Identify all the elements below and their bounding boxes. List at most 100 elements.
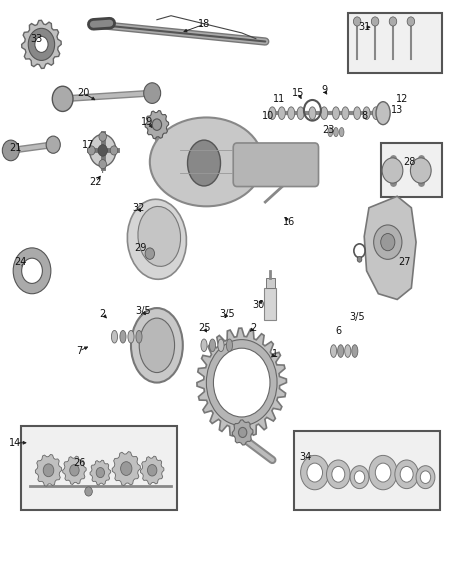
Polygon shape	[63, 456, 86, 484]
Circle shape	[206, 340, 277, 426]
Circle shape	[224, 361, 260, 404]
Circle shape	[420, 471, 431, 483]
Circle shape	[410, 158, 431, 183]
Ellipse shape	[297, 107, 304, 119]
Text: 13: 13	[391, 105, 403, 115]
Circle shape	[98, 145, 108, 156]
Ellipse shape	[120, 331, 126, 343]
Text: 20: 20	[78, 88, 90, 98]
Bar	[21, 426, 177, 510]
Circle shape	[354, 17, 361, 26]
Circle shape	[355, 471, 365, 483]
Text: 23: 23	[323, 126, 335, 135]
Text: 26: 26	[73, 458, 85, 468]
Ellipse shape	[111, 331, 118, 343]
Circle shape	[144, 83, 161, 104]
Polygon shape	[197, 328, 286, 437]
Text: 15: 15	[292, 88, 304, 98]
Circle shape	[28, 28, 55, 60]
Ellipse shape	[150, 118, 263, 206]
Ellipse shape	[218, 339, 224, 351]
Bar	[266, 278, 275, 288]
Circle shape	[96, 468, 104, 478]
Bar	[381, 143, 442, 198]
Circle shape	[374, 225, 402, 259]
Ellipse shape	[269, 107, 276, 119]
Ellipse shape	[131, 308, 183, 382]
Ellipse shape	[339, 127, 344, 137]
Text: ↑: ↑	[98, 165, 108, 176]
Ellipse shape	[363, 107, 370, 119]
Polygon shape	[36, 454, 62, 486]
Circle shape	[301, 456, 329, 490]
Text: 3/5: 3/5	[220, 309, 236, 319]
Circle shape	[381, 233, 395, 251]
Text: 24: 24	[14, 257, 27, 267]
Ellipse shape	[332, 107, 339, 119]
Ellipse shape	[288, 107, 295, 119]
Ellipse shape	[342, 107, 349, 119]
Text: 11: 11	[273, 94, 285, 104]
Ellipse shape	[201, 339, 207, 351]
Ellipse shape	[128, 331, 134, 343]
Circle shape	[389, 17, 397, 26]
Circle shape	[85, 487, 92, 496]
Text: 33: 33	[31, 33, 43, 44]
Polygon shape	[112, 452, 140, 486]
Circle shape	[382, 158, 403, 183]
Ellipse shape	[328, 127, 333, 137]
Circle shape	[357, 256, 362, 262]
Ellipse shape	[227, 339, 233, 351]
Text: 2: 2	[100, 309, 106, 319]
Text: 18: 18	[198, 20, 210, 29]
Text: 10: 10	[262, 111, 274, 121]
Text: 22: 22	[90, 177, 102, 187]
Circle shape	[213, 348, 270, 417]
Circle shape	[70, 465, 79, 476]
Circle shape	[99, 160, 107, 169]
Circle shape	[43, 464, 54, 477]
Text: 17: 17	[82, 140, 95, 150]
Ellipse shape	[345, 345, 351, 357]
Text: 29: 29	[134, 243, 146, 253]
Text: 16: 16	[283, 217, 295, 227]
Polygon shape	[90, 460, 111, 485]
Text: 28: 28	[403, 157, 415, 167]
Text: 9: 9	[321, 85, 327, 95]
Ellipse shape	[138, 206, 181, 266]
Bar	[293, 431, 439, 510]
Circle shape	[407, 17, 415, 26]
Circle shape	[332, 467, 345, 482]
Circle shape	[88, 146, 95, 155]
Ellipse shape	[188, 140, 220, 186]
Polygon shape	[22, 20, 61, 69]
Text: 3/5: 3/5	[349, 312, 365, 321]
Circle shape	[350, 466, 369, 488]
Circle shape	[327, 460, 350, 488]
Text: 25: 25	[198, 323, 210, 333]
Text: 30: 30	[252, 300, 264, 310]
Circle shape	[46, 136, 60, 153]
Circle shape	[369, 456, 397, 490]
Circle shape	[145, 248, 155, 259]
Ellipse shape	[210, 339, 216, 351]
Text: 6: 6	[335, 326, 341, 336]
Text: 34: 34	[299, 452, 311, 462]
Text: 27: 27	[398, 257, 410, 267]
Polygon shape	[145, 111, 169, 139]
Text: 12: 12	[396, 94, 408, 104]
Circle shape	[120, 462, 132, 475]
Circle shape	[99, 132, 107, 141]
Circle shape	[110, 146, 118, 155]
Circle shape	[52, 86, 73, 111]
Text: 8: 8	[361, 111, 367, 121]
Ellipse shape	[320, 107, 328, 119]
Ellipse shape	[136, 331, 142, 343]
Text: 7: 7	[76, 346, 82, 356]
Circle shape	[35, 36, 48, 52]
Circle shape	[2, 140, 19, 161]
Ellipse shape	[334, 127, 338, 137]
Ellipse shape	[354, 107, 361, 119]
Circle shape	[90, 134, 116, 166]
Text: 14: 14	[9, 438, 22, 448]
